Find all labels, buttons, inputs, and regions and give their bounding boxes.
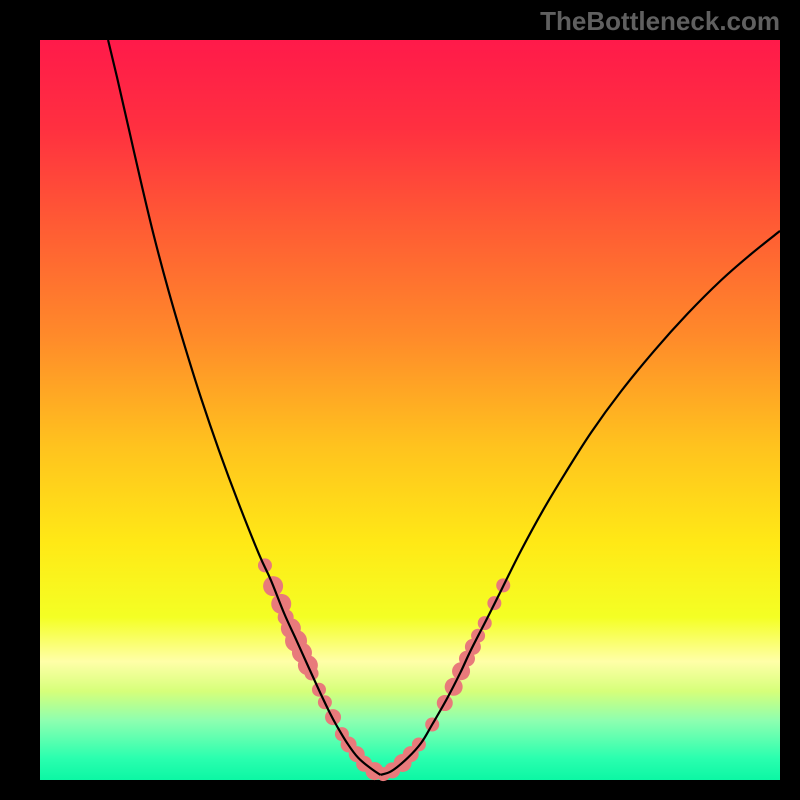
- chart-container: TheBottleneck.com: [0, 0, 800, 800]
- bottleneck-curve: [40, 40, 780, 780]
- curve-left-branch: [108, 40, 380, 775]
- plot-area: [40, 40, 780, 780]
- curve-right-branch: [380, 231, 780, 775]
- watermark-text: TheBottleneck.com: [540, 6, 780, 37]
- data-markers: [258, 558, 510, 781]
